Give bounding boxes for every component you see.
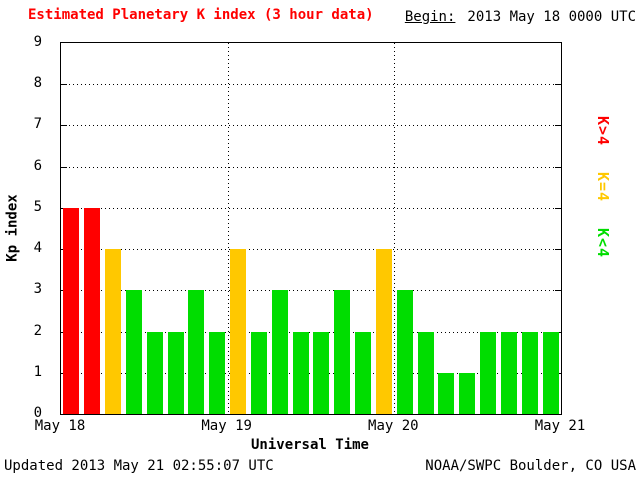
kp-bar (500, 331, 517, 414)
y-axis-tick-mark (555, 290, 561, 292)
legend-item: K<4 (594, 228, 612, 259)
kp-bar (292, 331, 309, 414)
kp-bar (125, 290, 142, 414)
gridline-vertical (394, 43, 395, 414)
gridline-horizontal (61, 207, 561, 209)
kp-bar (480, 331, 497, 414)
y-tick-label: 5 (33, 198, 42, 215)
y-axis-tick-mark (61, 125, 67, 127)
y-axis-tick-mark (555, 166, 561, 168)
kp-bar (271, 290, 288, 414)
kp-bar (459, 372, 476, 414)
kp-bar (375, 249, 392, 414)
y-axis-tick-mark (61, 84, 67, 86)
gridline-horizontal (61, 84, 561, 86)
y-tick-label: 1 (33, 363, 42, 380)
legend: K>4 K=4 K<4 (589, 116, 617, 258)
kp-bar (438, 372, 455, 414)
gridline-horizontal (61, 166, 561, 168)
gridline-vertical (228, 43, 229, 414)
y-axis-tick-mark (555, 84, 561, 86)
kp-bar (146, 331, 163, 414)
kp-bar (167, 331, 184, 414)
kp-bar (188, 290, 205, 414)
x-tick-label: May 18 (34, 418, 86, 434)
kp-bar (355, 331, 372, 414)
legend-item: K>4 (594, 116, 612, 147)
kp-bar (334, 290, 351, 414)
kp-bar (209, 331, 226, 414)
gridline-horizontal (61, 125, 561, 127)
source-text: NOAA/SWPC Boulder, CO USA (425, 458, 636, 474)
kp-bar (396, 290, 413, 414)
kp-bar (105, 249, 122, 414)
begin-value: 2013 May 18 0000 UTC (467, 9, 636, 25)
kp-bar (230, 249, 247, 414)
begin-info: Begin: 2013 May 18 0000 UTC (405, 9, 636, 25)
kp-bar (63, 207, 80, 414)
x-axis-label: Universal Time (250, 437, 369, 453)
legend-item: K=4 (594, 172, 612, 203)
x-tick-label: May 20 (368, 418, 419, 434)
kp-bar (84, 207, 101, 414)
x-tick-label: May 19 (201, 418, 252, 434)
kp-bar (521, 331, 538, 414)
y-tick-label: 6 (33, 157, 42, 174)
y-tick-label: 3 (33, 281, 42, 298)
y-axis-tick-mark (555, 125, 561, 127)
kp-bar (542, 331, 559, 414)
kp-bar (417, 331, 434, 414)
y-tick-label: 8 (33, 75, 42, 92)
gridline-horizontal (61, 331, 561, 333)
y-tick-label: 4 (33, 240, 42, 257)
y-tick-label: 0 (33, 405, 42, 421)
updated-text: Updated 2013 May 21 02:55:07 UTC (4, 458, 274, 474)
y-tick-label: 7 (33, 116, 42, 133)
y-axis-tick-mark (61, 166, 67, 168)
x-tick-label: May 21 (534, 418, 586, 434)
y-tick-label: 9 (33, 34, 42, 50)
y-axis-tick-mark (555, 207, 561, 209)
y-axis-tick-mark (555, 249, 561, 251)
x-axis-ticks: May 18 May 19 May 20 May 21 (35, 418, 586, 436)
chart-title: Estimated Planetary K index (3 hour data… (28, 7, 374, 23)
plot-area (60, 42, 562, 415)
begin-label: Begin: (404, 9, 456, 25)
gridline-horizontal (61, 372, 561, 374)
y-tick-label: 2 (33, 322, 42, 339)
gridline-horizontal (61, 249, 561, 251)
y-axis-ticks: 0 1 2 3 4 5 6 7 8 9 (0, 34, 52, 421)
kp-bar (250, 331, 267, 414)
kp-bar (313, 331, 330, 414)
gridline-horizontal (61, 290, 561, 292)
